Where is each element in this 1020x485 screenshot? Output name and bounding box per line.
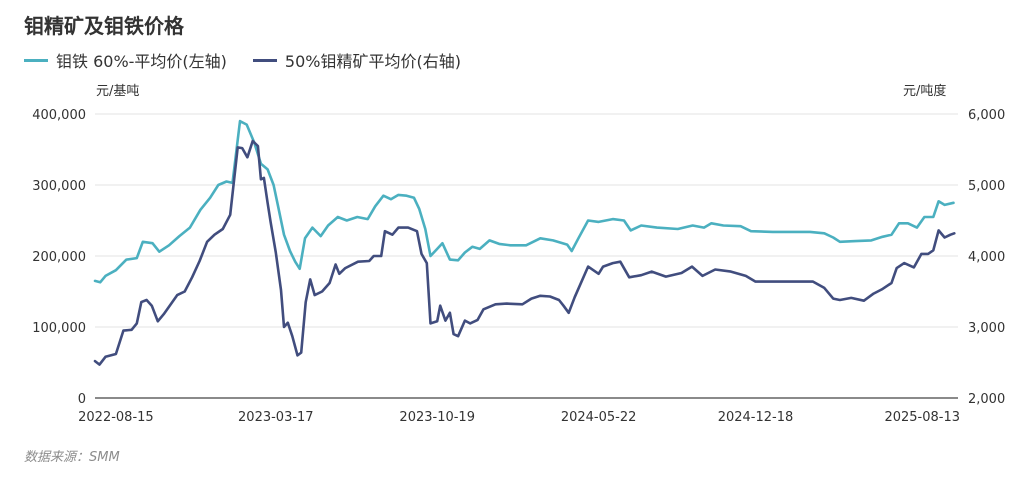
series-line-concentrate [93,139,956,366]
left-tick-label: 300,000 [32,179,86,194]
chart-title: 钼精矿及钼铁价格 [24,14,184,38]
left-axis-unit: 元/基吨 [96,84,140,99]
x-tick-labels: 2022-08-15 2023-03-17 2023-10-19 2024-05-22… [78,410,960,425]
legend-item-concentrate[interactable]: 50%钼精矿平均价(右轴) [252,48,461,72]
left-tick-label: 200,000 [32,250,86,265]
x-tick-label: 2023-10-19 [399,410,475,425]
data-source: 数据来源：SMM [24,450,120,465]
left-tick-labels: 400,000 300,000 200,000 100,000 0 [32,108,86,407]
series-line-ferro [93,119,955,284]
right-tick-labels: 6,000 5,000 4,000 3,000 2,000 [968,108,1005,407]
legend-swatch-ferro [24,58,48,62]
x-tick-label: 2023-03-17 [238,410,314,425]
left-tick-label: 100,000 [32,321,86,336]
right-tick-label: 6,000 [968,108,1005,123]
legend: 钼铁 60%-平均价(左轴) 50%钼精矿平均价(右轴) [24,48,487,72]
legend-label-concentrate: 50%钼精矿平均价(右轴) [284,52,461,71]
grid-layer [95,113,958,399]
legend-swatch-concentrate [252,58,277,62]
right-tick-label: 5,000 [968,179,1005,194]
x-tick-label: 2024-05-22 [561,410,637,425]
left-tick-label: 0 [78,392,86,407]
right-axis-unit: 元/吨度 [903,84,947,99]
right-tick-label: 3,000 [968,321,1005,336]
x-tick-label: 2025-08-13 [884,410,960,425]
left-tick-label: 400,000 [32,108,86,123]
legend-item-ferro[interactable]: 钼铁 60%-平均价(左轴) [24,48,227,72]
series-layer [93,119,956,366]
x-tick-label: 2024-12-18 [718,410,794,425]
right-tick-label: 4,000 [968,250,1005,265]
legend-label-ferro: 钼铁 60%-平均价(左轴) [56,52,227,71]
right-tick-label: 2,000 [968,392,1005,407]
x-tick-label: 2022-08-15 [78,410,154,425]
